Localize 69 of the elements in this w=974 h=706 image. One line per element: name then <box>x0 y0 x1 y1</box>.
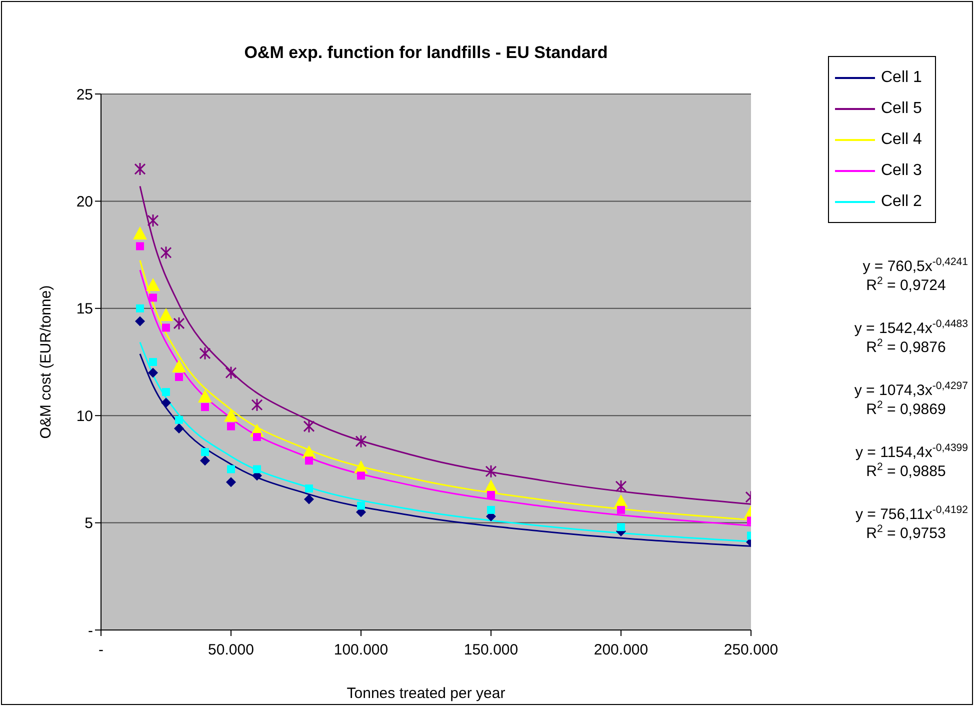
point <box>485 464 497 478</box>
text: R$^{2}$ = 0,9869 <box>866 399 946 418</box>
point <box>487 490 495 499</box>
point <box>201 403 209 412</box>
point <box>147 214 159 228</box>
y-tick-label: 10 <box>76 408 93 425</box>
point <box>149 294 157 302</box>
y-tick-label: 5 <box>84 515 93 532</box>
point <box>160 246 172 260</box>
y-tick-label: 20 <box>76 194 93 211</box>
text: y = 760,5x$^{-0,4241}$ <box>862 256 968 275</box>
point <box>136 242 144 250</box>
text: y = 1542,4x$^{-0,4483}$ <box>854 318 968 337</box>
point <box>162 388 170 396</box>
point <box>253 465 261 474</box>
point <box>357 502 365 510</box>
legend-label: Cell 3 <box>881 162 922 180</box>
text: y = 1074,3x$^{-0,4297}$ <box>854 380 968 399</box>
x-tick-label: 150.000 <box>464 642 518 659</box>
point <box>225 366 237 380</box>
point <box>226 477 236 488</box>
text: R$^{2}$ = 0,9876 <box>866 337 946 356</box>
point <box>487 506 495 514</box>
point <box>227 465 235 474</box>
text: R$^{2}$ = 0,9753 <box>866 523 946 542</box>
x-axis-title: Tonnes treated per year <box>346 685 506 702</box>
x-tick-label: 200.000 <box>594 642 648 659</box>
x-tick-label: 50.000 <box>208 642 254 659</box>
x-tick-label: 100.000 <box>334 642 388 659</box>
point <box>305 484 313 492</box>
point <box>304 494 314 504</box>
x-tick-label: 250.000 <box>724 642 778 659</box>
text: y = 756,11x$^{-0,4192}$ <box>856 504 968 523</box>
text: R$^{2}$ = 0,9885 <box>866 461 946 480</box>
point <box>357 472 365 480</box>
point <box>615 480 627 494</box>
point <box>199 346 211 360</box>
point <box>303 420 315 434</box>
point <box>134 162 146 176</box>
y-axis-title: O&M cost (EUR/tonne) <box>37 285 54 439</box>
point <box>136 304 144 312</box>
point <box>251 398 263 412</box>
chart-title: O&M exp. function for landfills - EU Standard <box>244 43 608 62</box>
point <box>149 358 157 366</box>
point <box>175 373 183 382</box>
point <box>162 324 170 332</box>
point <box>617 523 625 532</box>
point <box>200 456 210 466</box>
point <box>227 422 235 430</box>
point <box>201 448 209 456</box>
point <box>617 506 625 514</box>
point <box>305 456 313 465</box>
point <box>161 398 171 408</box>
point <box>135 316 145 326</box>
text: y = 1154,4x$^{-0,4399}$ <box>856 442 968 461</box>
point <box>175 416 183 424</box>
legend-label: Cell 5 <box>881 100 922 118</box>
text: R$^{2}$ = 0,9724 <box>866 275 946 294</box>
legend-label: Cell 2 <box>881 192 922 210</box>
point <box>148 368 158 378</box>
legend-label: Cell 4 <box>881 130 922 148</box>
y-tick-label: 15 <box>76 300 93 318</box>
point <box>253 433 261 442</box>
point <box>355 434 367 448</box>
point <box>174 423 184 434</box>
y-tick-label: - <box>88 622 93 640</box>
point <box>173 316 185 330</box>
legend-label: Cell 1 <box>881 68 922 86</box>
y-tick-label: 25 <box>76 86 93 104</box>
